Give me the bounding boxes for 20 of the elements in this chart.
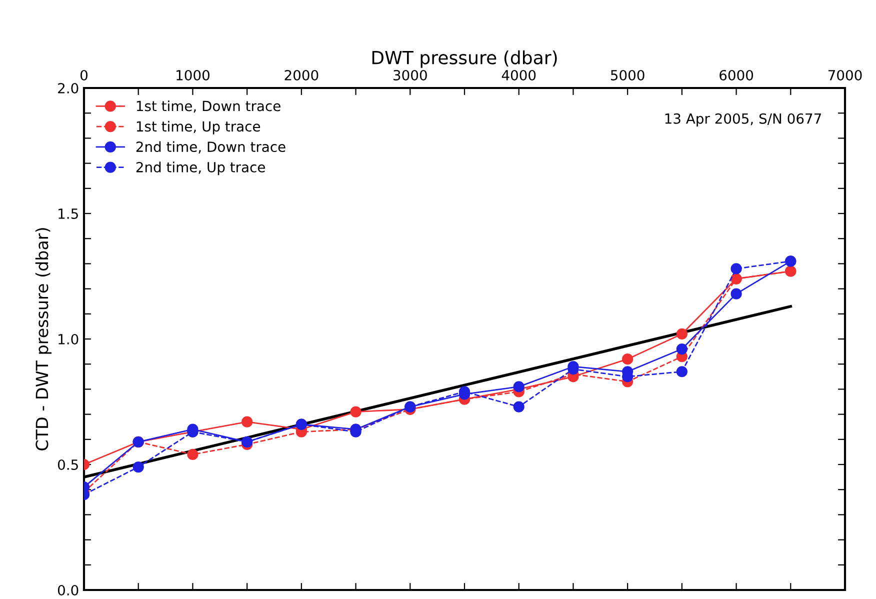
x-tick-label: 7000 [828, 70, 862, 80]
legend-label: 2nd time, Up trace [136, 162, 265, 176]
y-tick-label: 1.5 [58, 208, 78, 219]
annotation: 13 Apr 2005, S/N 0677 [665, 113, 821, 127]
x-tick-label: 1000 [176, 70, 210, 80]
x-axis-title: DWT pressure (dbar) [372, 50, 557, 68]
y-tick-label: 0.5 [58, 459, 78, 470]
x-tick-label: 3000 [394, 70, 427, 80]
y-axis-title: CTD - DWT pressure (dbar) [35, 228, 52, 450]
x-tick-label: 2000 [284, 70, 318, 80]
legend-label: 1st time, Down trace [136, 100, 280, 113]
x-tick-label: 5000 [610, 70, 644, 80]
y-tick-label: 0.0 [58, 584, 78, 596]
y-tick-label: 2.0 [58, 82, 78, 94]
legend-label: 1st time, Up trace [136, 120, 260, 134]
y-tick-label: 1.0 [58, 334, 78, 344]
legend-label: 2nd time, Down trace [136, 141, 286, 154]
x-tick-label: 0 [80, 70, 88, 80]
x-tick-label: 6000 [720, 70, 754, 80]
x-tick-label: 4000 [502, 70, 536, 80]
